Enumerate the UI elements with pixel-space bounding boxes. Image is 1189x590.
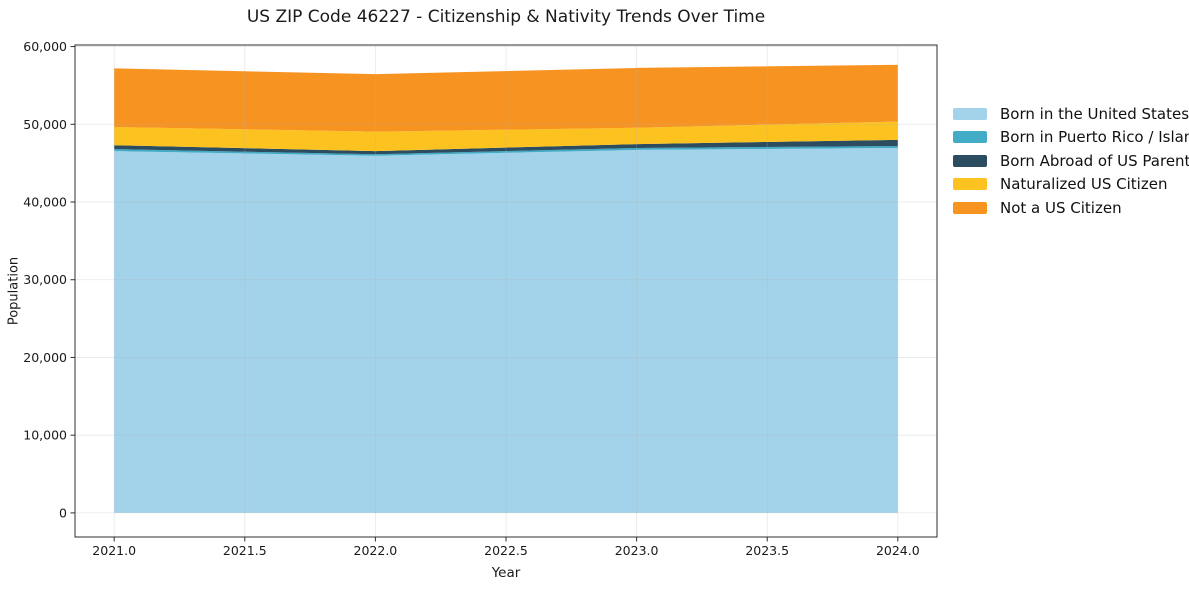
x-tick-label: 2021.0 — [92, 543, 136, 558]
y-tick-label: 40,000 — [23, 195, 67, 210]
legend-label: Born Abroad of US Parent(s) — [1000, 151, 1189, 170]
legend-label: Born in Puerto Rico / Islands — [1000, 128, 1189, 147]
y-tick-label: 30,000 — [23, 272, 67, 287]
legend-swatch-icon — [953, 178, 987, 191]
x-tick-label: 2022.5 — [484, 543, 528, 558]
chart-title: US ZIP Code 46227 - Citizenship & Nativi… — [246, 7, 766, 27]
legend-swatch-icon — [953, 201, 987, 214]
y-tick-label: 0 — [59, 505, 67, 520]
area-series-3 — [114, 121, 898, 152]
y-axis-label: Population — [6, 256, 22, 326]
area-series-4 — [114, 64, 898, 132]
legend-swatch-icon — [953, 154, 987, 167]
legend-swatch-icon — [953, 131, 987, 144]
x-tick-label: 2023.5 — [745, 543, 789, 558]
legend-item-4: Not a US Citizen — [953, 196, 1189, 220]
y-tick-label: 20,000 — [23, 350, 67, 365]
legend-label: Naturalized US Citizen — [1000, 175, 1168, 194]
x-tick-label: 2023.0 — [615, 543, 659, 558]
legend-item-3: Naturalized US Citizen — [953, 173, 1189, 197]
legend-swatch-icon — [953, 107, 987, 120]
legend-label: Not a US Citizen — [1000, 198, 1122, 217]
legend-item-0: Born in the United States — [953, 102, 1189, 126]
legend-item-1: Born in Puerto Rico / Islands — [953, 126, 1189, 150]
legend-label: Born in the United States — [1000, 104, 1189, 123]
x-tick-label: 2024.0 — [876, 543, 920, 558]
x-tick-label: 2022.0 — [354, 543, 398, 558]
y-tick-label: 60,000 — [23, 39, 67, 54]
legend: Born in the United States Born in Puerto … — [953, 102, 1189, 220]
area-series-0 — [114, 147, 898, 513]
x-axis-label: Year — [491, 565, 521, 581]
x-tick-label: 2021.5 — [223, 543, 267, 558]
y-tick-label: 10,000 — [23, 428, 67, 443]
legend-item-2: Born Abroad of US Parent(s) — [953, 149, 1189, 173]
y-tick-label: 50,000 — [23, 117, 67, 132]
area-series-1 — [114, 146, 898, 156]
area-series-2 — [114, 139, 898, 155]
